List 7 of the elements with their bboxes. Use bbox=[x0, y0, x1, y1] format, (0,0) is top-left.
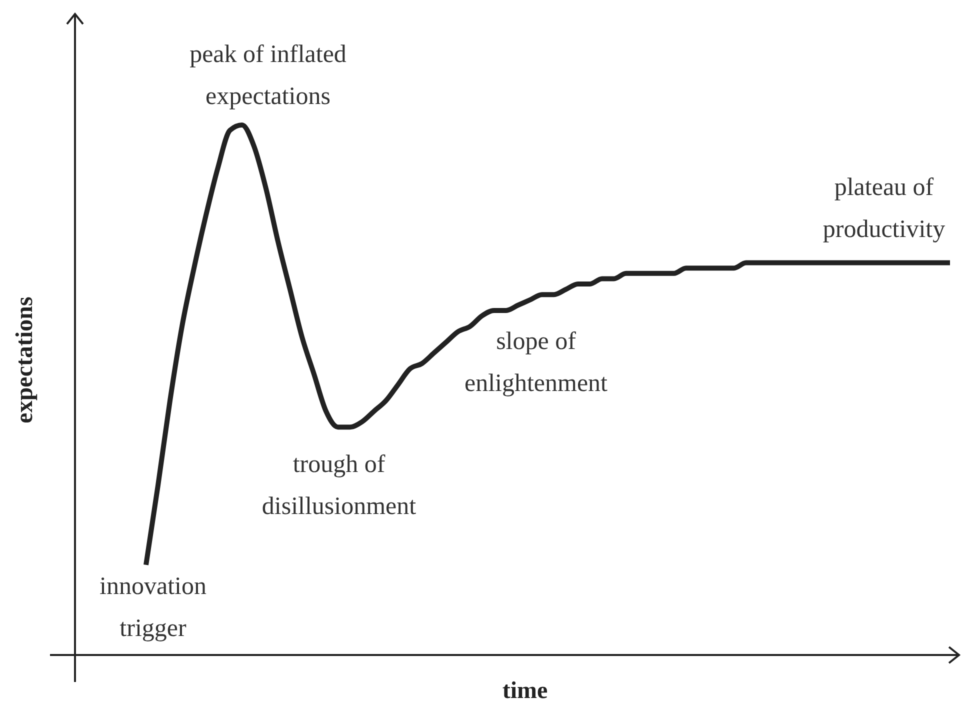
annotation: trough of disillusionment bbox=[262, 451, 416, 520]
text: peak of inflated expectations bbox=[190, 41, 347, 110]
annotation: plateau of productivity bbox=[822, 174, 946, 243]
annotation: innovation trigger bbox=[100, 573, 207, 642]
annotation: slope of enlightenment bbox=[464, 328, 608, 397]
x-axis-title: time bbox=[502, 678, 548, 702]
y-axis-title: expectations bbox=[12, 296, 38, 424]
